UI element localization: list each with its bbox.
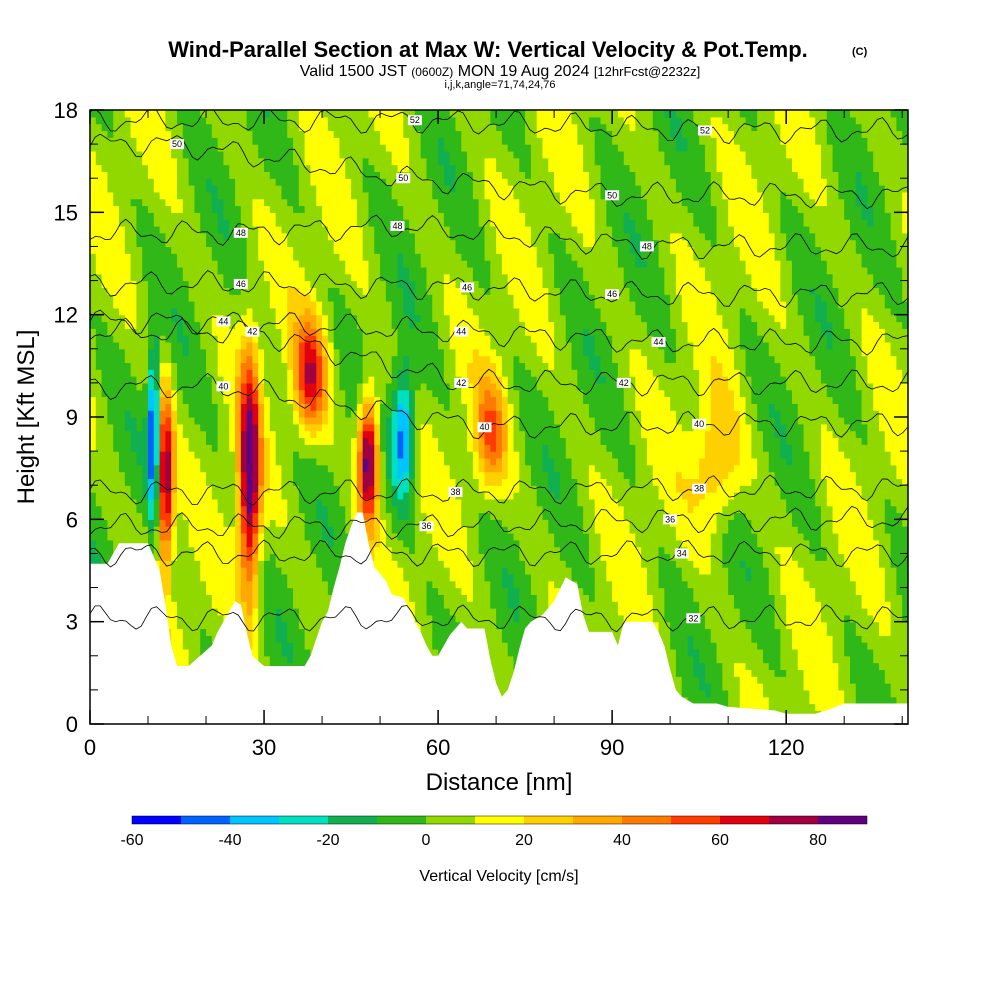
colorbar-swatch [328, 816, 377, 824]
theta-contour-48 [90, 214, 908, 260]
valid-time-subtitle: Valid 1500 JST (0600Z) MON 19 Aug 2024 [… [300, 63, 700, 80]
x-tick-label: 30 [252, 735, 276, 760]
colorbar-swatch [769, 816, 818, 824]
theta-contour-label: 34 [674, 548, 689, 559]
theta-contour-50 [90, 133, 908, 210]
y-axis-label: Height [Kft MSL] [13, 330, 40, 505]
theta-contour-52 [90, 110, 908, 145]
valid-date: MON 19 Aug 2024 [458, 63, 590, 80]
theta-contour-label: 48 [390, 220, 405, 231]
theta-contour-label: 46 [605, 289, 620, 300]
theta-contour-32 [90, 604, 908, 633]
plot-area: 32 34 36 36 38 38 40 40 40 42 42 42 44 44 44 46 46 46 48 48… [90, 110, 908, 724]
forecast-info: [12hrFcst@2232z] [594, 64, 700, 79]
colorbar-swatch [377, 816, 426, 824]
valid-time-utc: (0600Z) [411, 65, 453, 79]
theta-contour-38 [90, 474, 908, 506]
colorbar: -60 -40 -20 0 20 40 60 80 [120, 815, 868, 849]
theta-contour-label: 52 [697, 125, 712, 136]
theta-contour-46 [90, 270, 908, 309]
x-axis-label: Distance [nm] [426, 769, 573, 796]
theta-contour-label: 38 [448, 487, 463, 498]
colorbar-swatch [671, 816, 720, 824]
colorbar-tick-label: -20 [316, 832, 339, 849]
colorbar-swatch [818, 816, 867, 824]
theta-contour-label: 44 [651, 336, 666, 347]
colorbar-swatch [132, 816, 181, 824]
theta-contour-label: 36 [663, 514, 678, 525]
y-tick-label: 12 [54, 303, 78, 328]
colorbar-swatch [475, 816, 524, 824]
colorbar-swatch [181, 816, 230, 824]
colorbar-swatch [426, 816, 475, 824]
x-tick-label: 120 [768, 735, 805, 760]
x-tick-label: 0 [84, 735, 96, 760]
colorbar-label: Vertical Velocity [cm/s] [419, 868, 578, 885]
theta-contour-34 [90, 539, 908, 568]
terrain-mask [90, 512, 908, 724]
x-tick-label: 90 [600, 735, 624, 760]
vertical-velocity-field [90, 110, 908, 724]
y-tick-label: 15 [54, 200, 78, 225]
theta-contour-label: 50 [396, 173, 411, 184]
theta-contour-40 [90, 372, 908, 440]
colorbar-tick-label: 0 [422, 832, 431, 849]
chart-title: Wind-Parallel Section at Max W: Vertical… [168, 37, 808, 62]
theta-contour-label: 50 [605, 190, 620, 201]
theta-contour-42 [90, 317, 908, 397]
section-indices: i,j,k,angle=71,74,24,76 [444, 79, 555, 91]
valid-time-prefix: Valid 1500 JST [300, 63, 408, 80]
theta-contour-label: 40 [477, 422, 492, 433]
theta-contour-label: 36 [419, 521, 434, 532]
colorbar-swatch [720, 816, 769, 824]
theta-contour-label: 42 [245, 326, 260, 337]
theta-contour-label: 40 [692, 418, 707, 429]
theta-contour-label: 52 [407, 115, 422, 126]
potential-temperature-contours: 32 34 36 36 38 38 40 40 40 42 42 42 44 44 44 46 46 46 48 48… [90, 110, 908, 633]
colorbar-tick-label: 80 [809, 832, 827, 849]
theta-contour-label: 44 [216, 316, 231, 327]
colorbar-tick-label: -60 [120, 832, 143, 849]
y-tick-label: 0 [66, 712, 78, 737]
theta-contour-label: 38 [692, 483, 707, 494]
colorbar-tick-label: 20 [515, 832, 533, 849]
theta-contour-label: 40 [216, 381, 231, 392]
theta-contour-label: 46 [233, 278, 248, 289]
theta-contour-36 [90, 505, 908, 541]
colorbar-swatch [573, 816, 622, 824]
theta-contour-label: 50 [170, 139, 185, 150]
theta-contour-label: 42 [454, 377, 469, 388]
theta-contour-label: 44 [454, 326, 469, 337]
copyright-mark: (C) [852, 46, 868, 58]
y-tick-label: 3 [66, 610, 78, 635]
x-tick-label: 60 [426, 735, 450, 760]
colorbar-tick-label: 40 [613, 832, 631, 849]
colorbar-tick-label: -40 [218, 832, 241, 849]
colorbar-tick-label: 60 [711, 832, 729, 849]
colorbar-swatch [622, 816, 671, 824]
colorbar-swatch [279, 816, 328, 824]
theta-contour-label: 42 [616, 377, 631, 388]
theta-contour-label: 32 [686, 613, 701, 624]
y-tick-label: 9 [66, 405, 78, 430]
theta-contour-label: 48 [233, 227, 248, 238]
theta-contour-label: 46 [460, 282, 475, 293]
y-tick-label: 18 [54, 98, 78, 123]
colorbar-swatch [524, 816, 573, 824]
theta-contour-label: 48 [639, 241, 654, 252]
colorbar-swatch [230, 816, 279, 824]
y-tick-label: 6 [66, 507, 78, 532]
